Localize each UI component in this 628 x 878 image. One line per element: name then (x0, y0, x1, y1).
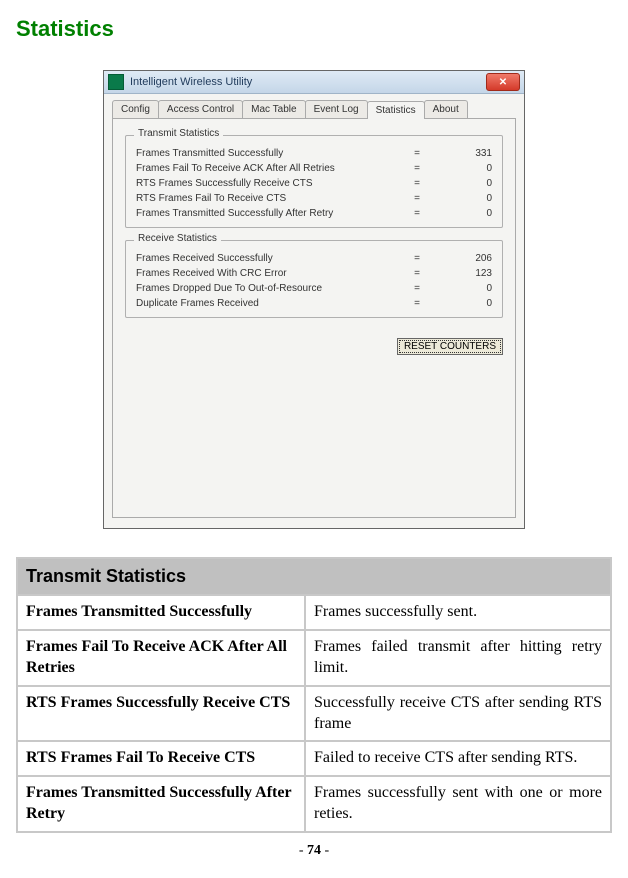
stat-eq: = (402, 148, 432, 159)
page-number-suffix: - (321, 843, 329, 858)
tab-statistics[interactable]: Statistics (367, 101, 425, 119)
table-row: Frames Fail To Receive ACK After All Ret… (18, 631, 610, 685)
row-desc: Successfully receive CTS after sending R… (306, 687, 610, 741)
row-label: RTS Frames Fail To Receive CTS (18, 742, 304, 775)
stat-label: Frames Received Successfully (136, 253, 402, 264)
page-title: Statistics (16, 16, 612, 42)
stat-value: 0 (432, 283, 492, 294)
stat-eq: = (402, 268, 432, 279)
stat-eq: = (402, 253, 432, 264)
row-desc: Frames successfully sent with one or mor… (306, 777, 610, 831)
stat-row: Frames Dropped Due To Out-of-Resource = … (136, 281, 492, 296)
tab-access-control[interactable]: Access Control (158, 100, 243, 118)
stat-value: 0 (432, 193, 492, 204)
window-title: Intelligent Wireless Utility (130, 76, 480, 88)
stat-label: Frames Transmitted Successfully After Re… (136, 208, 402, 219)
stat-value: 0 (432, 178, 492, 189)
app-icon (108, 74, 124, 90)
page-number: - 74 - (16, 843, 612, 859)
stat-eq: = (402, 208, 432, 219)
row-desc: Failed to receive CTS after sending RTS. (306, 742, 610, 775)
stat-label: RTS Frames Fail To Receive CTS (136, 193, 402, 204)
receive-legend: Receive Statistics (134, 233, 221, 244)
stat-eq: = (402, 298, 432, 309)
stat-label: RTS Frames Successfully Receive CTS (136, 178, 402, 189)
app-window: Intelligent Wireless Utility ✕ Config Ac… (103, 70, 525, 529)
tab-about[interactable]: About (424, 100, 468, 118)
row-label: RTS Frames Successfully Receive CTS (18, 687, 304, 741)
reset-button-container: RESET COUNTERS (125, 338, 503, 355)
stat-row: Frames Transmitted Successfully = 331 (136, 146, 492, 161)
tab-config[interactable]: Config (112, 100, 159, 118)
stat-value: 206 (432, 253, 492, 264)
stat-eq: = (402, 283, 432, 294)
table-row: RTS Frames Fail To Receive CTS Failed to… (18, 742, 610, 775)
stat-row: RTS Frames Fail To Receive CTS = 0 (136, 191, 492, 206)
page-number-value: 74 (307, 843, 321, 858)
stat-value: 0 (432, 298, 492, 309)
close-button[interactable]: ✕ (486, 73, 520, 91)
stat-eq: = (402, 193, 432, 204)
close-icon: ✕ (499, 77, 507, 88)
stat-label: Frames Dropped Due To Out-of-Resource (136, 283, 402, 294)
stat-value: 123 (432, 268, 492, 279)
row-label: Frames Transmitted Successfully After Re… (18, 777, 304, 831)
section-header: Transmit Statistics (18, 559, 610, 594)
stat-label: Frames Received With CRC Error (136, 268, 402, 279)
row-label: Frames Transmitted Successfully (18, 596, 304, 629)
table-row: Frames Transmitted Successfully Frames s… (18, 596, 610, 629)
stat-value: 331 (432, 148, 492, 159)
stat-row: Frames Transmitted Successfully After Re… (136, 206, 492, 221)
transmit-legend: Transmit Statistics (134, 128, 223, 139)
stat-row: Frames Fail To Receive ACK After All Ret… (136, 161, 492, 176)
stat-label: Duplicate Frames Received (136, 298, 402, 309)
window-body: Config Access Control Mac Table Event Lo… (104, 94, 524, 528)
stat-eq: = (402, 178, 432, 189)
tab-mac-table[interactable]: Mac Table (242, 100, 305, 118)
stat-eq: = (402, 163, 432, 174)
stat-label: Frames Fail To Receive ACK After All Ret… (136, 163, 402, 174)
row-desc: Frames successfully sent. (306, 596, 610, 629)
row-desc: Frames failed transmit after hitting ret… (306, 631, 610, 685)
stat-row: Frames Received With CRC Error = 123 (136, 266, 492, 281)
transmit-fieldset: Transmit Statistics Frames Transmitted S… (125, 135, 503, 228)
stat-value: 0 (432, 163, 492, 174)
stat-row: Duplicate Frames Received = 0 (136, 296, 492, 311)
receive-fieldset: Receive Statistics Frames Received Succe… (125, 240, 503, 318)
titlebar: Intelligent Wireless Utility ✕ (104, 71, 524, 94)
stat-label: Frames Transmitted Successfully (136, 148, 402, 159)
stat-row: Frames Received Successfully = 206 (136, 251, 492, 266)
tab-event-log[interactable]: Event Log (305, 100, 368, 118)
stat-value: 0 (432, 208, 492, 219)
stat-row: RTS Frames Successfully Receive CTS = 0 (136, 176, 492, 191)
row-label: Frames Fail To Receive ACK After All Ret… (18, 631, 304, 685)
tab-panel: Transmit Statistics Frames Transmitted S… (112, 118, 516, 518)
description-table: Transmit Statistics Frames Transmitted S… (16, 557, 612, 833)
tab-strip: Config Access Control Mac Table Event Lo… (112, 100, 516, 118)
table-row: RTS Frames Successfully Receive CTS Succ… (18, 687, 610, 741)
table-row: Frames Transmitted Successfully After Re… (18, 777, 610, 831)
reset-counters-button[interactable]: RESET COUNTERS (397, 338, 503, 355)
screenshot-container: Intelligent Wireless Utility ✕ Config Ac… (16, 70, 612, 529)
page-number-prefix: - (299, 843, 307, 858)
